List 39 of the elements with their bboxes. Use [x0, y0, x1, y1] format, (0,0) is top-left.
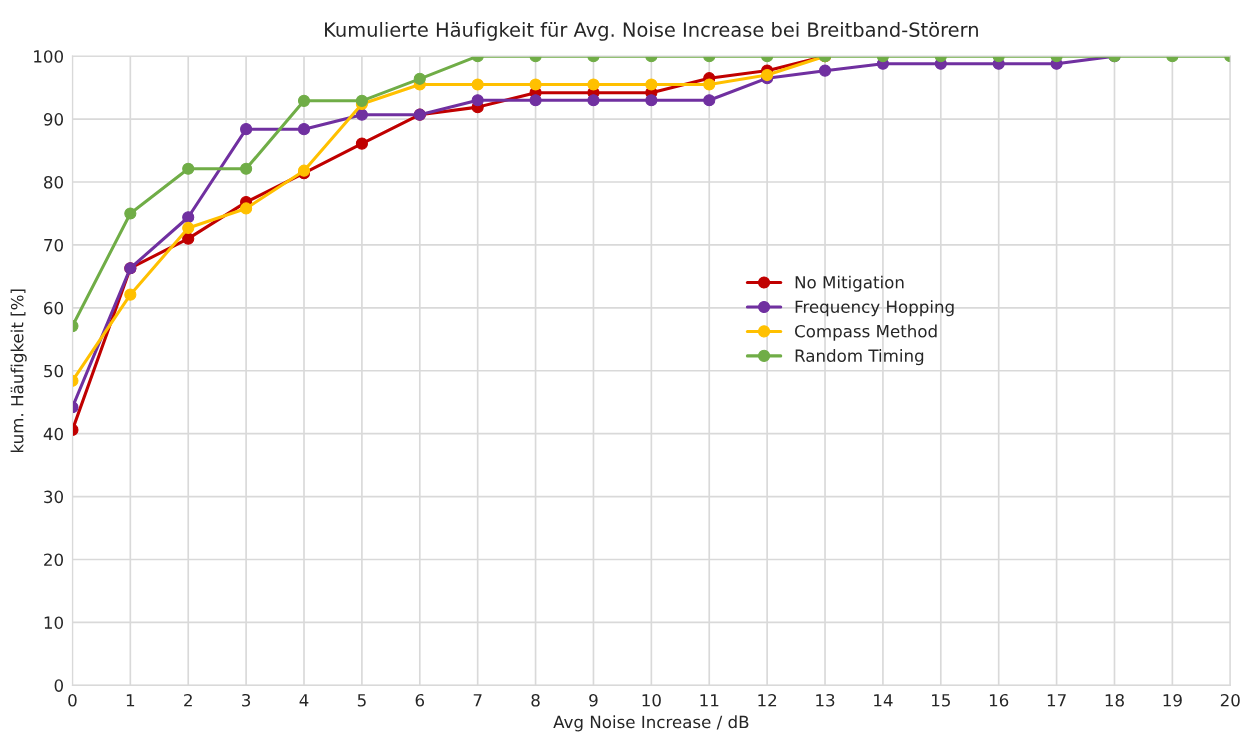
x-tick-label: 19	[1163, 693, 1182, 707]
x-tick-label: 0	[68, 693, 77, 707]
y-tick-label: 20	[44, 553, 63, 567]
y-tick-label: 90	[43, 113, 63, 126]
y-axis-title: kum. Häufigkeit [%]	[10, 289, 27, 452]
x-tick-label: 14	[874, 694, 893, 707]
chart-title: Kumulierte Häufigkeit für Avg. Noise Increase bei Breitband-Störern	[325, 21, 978, 41]
x-tick-label: 16	[989, 693, 1009, 707]
y-tick-label: 0	[54, 679, 63, 692]
x-tick-label: 3	[242, 693, 251, 707]
x-tick-label: 12	[758, 693, 777, 707]
y-tick-label: 80	[44, 175, 63, 189]
legend-label: Random Timing	[795, 349, 924, 366]
y-tick-label: 100	[34, 50, 63, 63]
y-tick-label: 50	[44, 364, 63, 378]
y-tick-label: 70	[44, 238, 63, 252]
x-tick-label: 1	[126, 694, 135, 707]
x-tick-label: 2	[184, 693, 192, 707]
x-axis-title: Avg Noise Increase / dB	[553, 715, 749, 732]
y-tick-label: 40	[43, 427, 63, 441]
legend-label: Compass Method	[795, 324, 937, 341]
legend-label: Frequency Hopping	[795, 300, 954, 317]
x-tick-label: 11	[700, 694, 719, 707]
x-tick-label: 6	[415, 693, 425, 707]
x-tick-label: 5	[357, 694, 366, 707]
x-tick-label: 4	[299, 694, 309, 707]
x-tick-label: 18	[1105, 693, 1124, 707]
x-tick-label: 17	[1047, 694, 1066, 707]
x-tick-label: 10	[642, 693, 661, 707]
x-tick-label: 15	[932, 694, 950, 707]
x-tick-label: 13	[816, 693, 835, 707]
x-tick-label: 9	[589, 693, 598, 707]
x-tick-label: 8	[531, 693, 540, 707]
y-tick-label: 30	[44, 490, 63, 504]
y-tick-label: 10	[44, 616, 63, 629]
y-tick-label: 60	[44, 301, 63, 315]
x-tick-label: 7	[473, 694, 482, 707]
x-tick-label: 20	[1220, 693, 1240, 707]
legend-label: No Mitigation	[795, 275, 904, 292]
